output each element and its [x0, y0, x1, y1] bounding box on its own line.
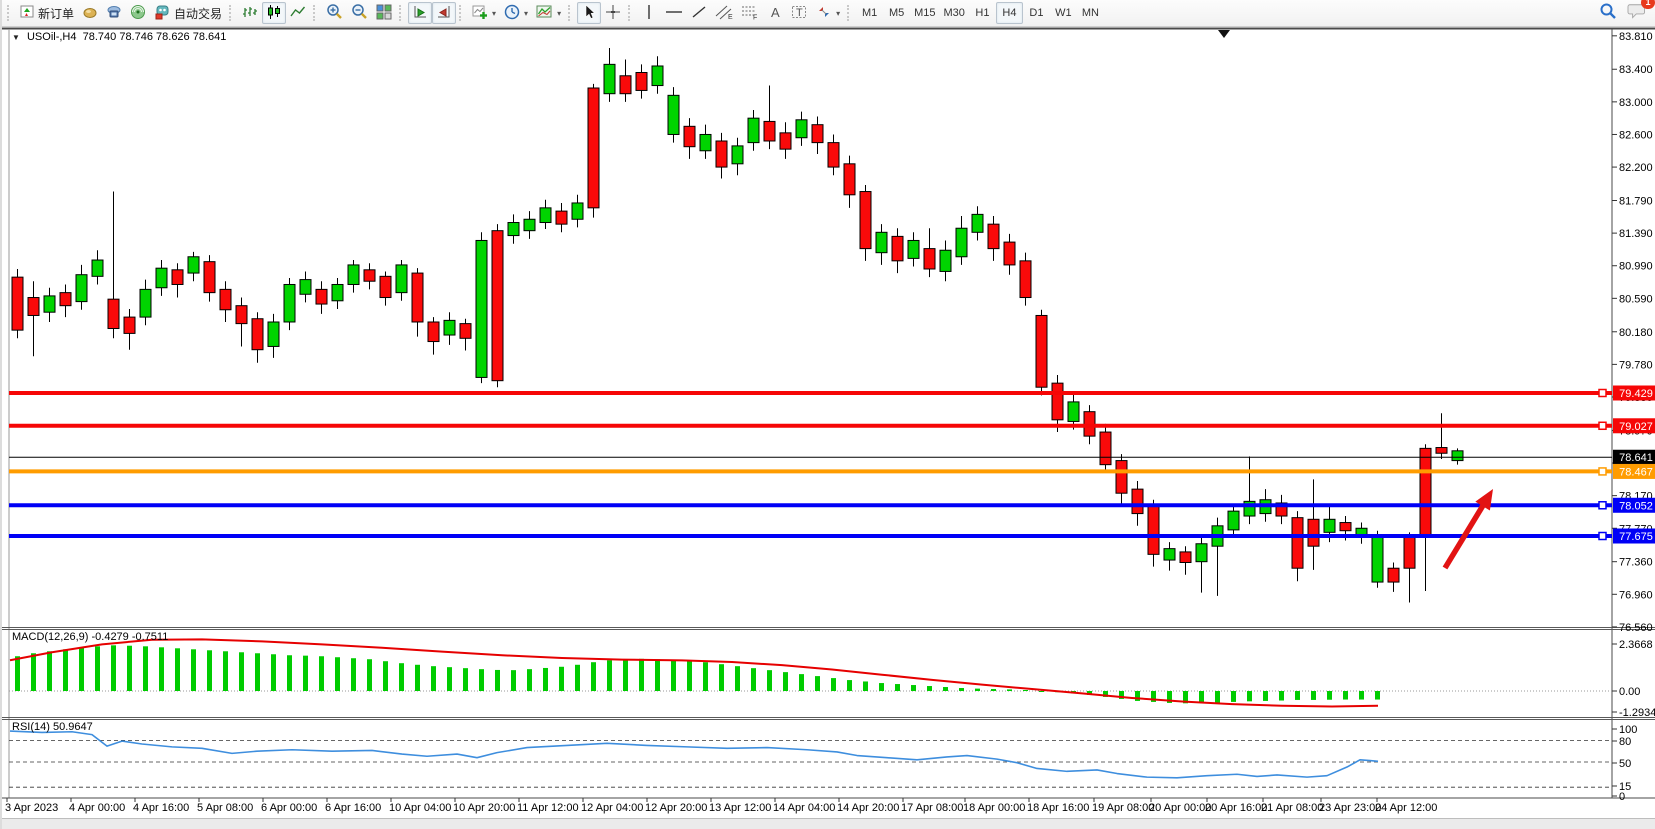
crosshair-button[interactable]	[601, 2, 625, 24]
line-chart-icon	[290, 4, 306, 23]
notification-count-badge: 1	[1641, 0, 1655, 9]
toolbar-grip[interactable]	[628, 5, 633, 21]
mql5-community-icon	[82, 4, 98, 23]
indicators-dropdown-caret[interactable]: ▾	[492, 8, 497, 18]
mql5-community-button[interactable]	[78, 2, 102, 24]
text-icon: A	[768, 4, 782, 23]
svg-text:A: A	[771, 5, 780, 20]
timeframe-h1-button[interactable]: H1	[969, 2, 996, 24]
vertical-line-button[interactable]	[637, 2, 661, 24]
line-chart-button[interactable]	[286, 2, 310, 24]
zoom-out-button[interactable]	[347, 2, 372, 24]
auto-scroll-button[interactable]	[408, 2, 433, 24]
main-toolbar: 新订单 自动交易	[2, 0, 1655, 27]
tile-windows-icon	[376, 4, 392, 23]
timeframe-m15-button[interactable]: M15	[910, 2, 939, 24]
equidistant-channel-button[interactable]: E	[711, 2, 737, 24]
new-order-icon	[20, 4, 35, 22]
timeframe-m5-button[interactable]: M5	[883, 2, 910, 24]
trendline-button[interactable]	[687, 2, 711, 24]
signals-button[interactable]	[126, 2, 150, 24]
auto-trading-robot-icon	[154, 4, 171, 23]
virtual-hosting-button[interactable]	[102, 2, 126, 24]
templates-dropdown-caret[interactable]: ▾	[557, 8, 562, 18]
fibonacci-button[interactable]: F	[737, 2, 763, 24]
indicators-add-icon	[472, 4, 488, 23]
templates-button[interactable]: ▾	[532, 2, 565, 24]
timeframe-mn-button[interactable]: MN	[1077, 2, 1104, 24]
toolbar-grip[interactable]	[7, 5, 12, 21]
vertical-line-icon	[643, 4, 655, 23]
arrows-dropdown-caret[interactable]: ▾	[836, 8, 841, 18]
arrows-icon	[816, 4, 832, 23]
horizontal-line-icon	[665, 4, 683, 23]
templates-icon	[536, 4, 553, 23]
bar-chart-icon	[242, 4, 258, 23]
timeframe-d1-button[interactable]: D1	[1023, 2, 1050, 24]
auto-trading-label: 自动交易	[174, 6, 223, 21]
timeframe-w1-button[interactable]: W1	[1050, 2, 1077, 24]
chart-shift-icon	[436, 4, 452, 23]
timeframe-m1-button[interactable]: M1	[856, 2, 883, 24]
text-label-button[interactable]: T	[787, 2, 812, 24]
candlestick-chart-icon	[266, 4, 282, 23]
horizontal-line-button[interactable]	[661, 2, 687, 24]
trendline-icon	[691, 4, 707, 23]
crosshair-icon	[605, 4, 621, 23]
indicators-button[interactable]: ▾	[468, 2, 500, 24]
arrows-button[interactable]: ▾	[812, 2, 844, 24]
toolbar-grip[interactable]	[313, 5, 318, 21]
zoom-in-button[interactable]	[322, 2, 347, 24]
toolbar-grip[interactable]	[459, 5, 464, 21]
chart-area[interactable]	[2, 28, 1655, 829]
periods-dropdown-caret[interactable]: ▾	[524, 8, 529, 18]
fibonacci-icon: F	[741, 4, 759, 23]
zoom-in-icon	[326, 3, 343, 23]
auto-trading-button[interactable]: 自动交易	[150, 2, 226, 24]
search-icon[interactable]	[1599, 2, 1617, 25]
text-label-icon: T	[791, 4, 808, 23]
bar-chart-button[interactable]	[238, 2, 262, 24]
toolbar-grip[interactable]	[229, 5, 234, 21]
chart-shift-button[interactable]	[432, 2, 457, 24]
periods-button[interactable]: ▾	[500, 2, 532, 24]
timeframe-m30-button[interactable]: M30	[940, 2, 969, 24]
tile-windows-button[interactable]	[372, 2, 396, 24]
virtual-hosting-icon	[106, 4, 122, 23]
new-order-label: 新订单	[38, 6, 75, 21]
svg-text:T: T	[796, 7, 803, 19]
cursor-arrow-icon	[582, 3, 597, 23]
toolbar-grip[interactable]	[847, 5, 852, 21]
toolbar-grip[interactable]	[399, 5, 404, 21]
equidistant-channel-icon: E	[715, 4, 733, 23]
svg-text:F: F	[753, 14, 757, 20]
signals-icon	[130, 4, 146, 23]
zoom-out-icon	[351, 3, 368, 23]
notifications-button[interactable]: 1	[1627, 0, 1655, 25]
periods-clock-icon	[504, 4, 520, 23]
window-bottom-strip	[2, 818, 1655, 829]
new-order-button[interactable]: 新订单	[16, 2, 78, 24]
timeframe-h4-button[interactable]: H4	[995, 2, 1023, 24]
text-button[interactable]: A	[763, 2, 787, 24]
candlestick-chart-button[interactable]	[262, 2, 287, 24]
svg-text:E: E	[728, 14, 733, 20]
auto-scroll-icon	[412, 4, 428, 23]
toolbar-grip[interactable]	[568, 5, 573, 21]
cursor-button[interactable]	[577, 2, 602, 24]
